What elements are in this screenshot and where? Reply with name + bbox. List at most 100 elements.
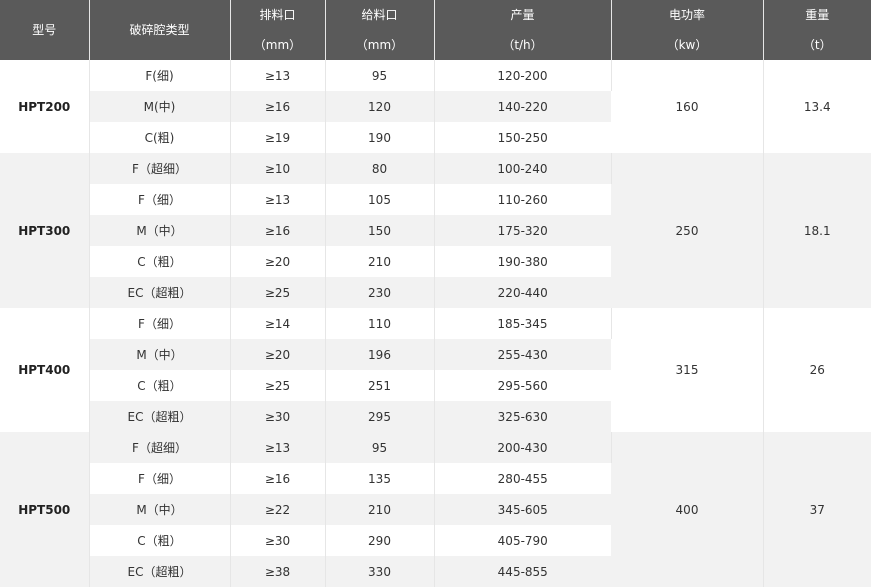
discharge-cell: ≥16: [230, 91, 326, 122]
header-weight-label: 重量: [805, 8, 830, 22]
power-cell: 400: [611, 432, 764, 587]
header-cavity-label: 破碎腔类型: [129, 23, 190, 37]
cavity-cell: EC（超粗）: [89, 556, 231, 587]
feed-cell: 295: [325, 401, 435, 432]
weight-cell: 26: [763, 308, 871, 432]
output-cell: 190-380: [434, 246, 611, 277]
discharge-cell: ≥20: [230, 246, 326, 277]
header-row: 型号 破碎腔类型 排料口 （mm） 给料口 （mm） 产量 （t/h） 电功率 …: [0, 0, 871, 60]
table-row: HPT200 F(细) ≥13 95 120-200 160 13.4: [0, 60, 871, 153]
cavity-cell: M(中): [89, 91, 231, 122]
cavity-cell: C（粗）: [89, 370, 231, 401]
output-cell: 175-320: [434, 215, 611, 246]
cavity-cell: F（细）: [89, 184, 231, 215]
weight-cell: 37: [763, 432, 871, 587]
header-discharge-unit: （mm）: [253, 38, 302, 52]
cavity-cell: EC（超粗）: [89, 277, 231, 308]
discharge-cell: ≥30: [230, 525, 326, 556]
cavity-cell: C（粗）: [89, 525, 231, 556]
power-cell: 250: [611, 153, 764, 308]
discharge-cell: ≥25: [230, 370, 326, 401]
table-row: C（粗） ≥30 290 405-790: [0, 525, 871, 556]
feed-cell: 210: [325, 246, 435, 277]
table-row: M（中） ≥20 196 255-430: [0, 339, 871, 370]
feed-cell: 251: [325, 370, 435, 401]
table-row: HPT400 F（细） ≥14 110 185-345 315 26: [0, 308, 871, 432]
output-cell: 100-240: [434, 153, 612, 184]
cavity-cell: M（中）: [89, 494, 231, 525]
model-cell: HPT200: [0, 60, 90, 153]
cavity-cell: F(细): [89, 60, 231, 91]
feed-cell: 190: [325, 122, 435, 153]
header-power-label: 电功率: [668, 8, 705, 22]
model-group-hpt500: HPT500 F（超细） ≥13 95 200-430 400 37 F（细） …: [0, 432, 871, 587]
model-group-hpt400: HPT400 F（细） ≥14 110 185-345 315 26 M（中） …: [0, 308, 871, 432]
model-group-hpt200: HPT200 F(细) ≥13 95 120-200 160 13.4 M(中)…: [0, 60, 871, 153]
header-model: 型号: [0, 0, 90, 60]
output-cell: 255-430: [434, 339, 611, 370]
header-power-unit: （kw）: [666, 38, 708, 52]
output-cell: 345-605: [434, 494, 611, 525]
cavity-cell: F（超细）: [89, 153, 231, 184]
discharge-cell: ≥22: [230, 494, 326, 525]
header-feed-unit: （mm）: [355, 38, 404, 52]
table-row: HPT300 F（超细） ≥10 80 100-240 250 18.1: [0, 153, 871, 308]
header-output: 产量 （t/h）: [434, 0, 612, 60]
feed-cell: 196: [325, 339, 435, 370]
table-row: C(粗) ≥19 190 150-250: [0, 122, 871, 153]
feed-cell: 150: [325, 215, 435, 246]
output-cell: 150-250: [434, 122, 611, 153]
discharge-cell: ≥19: [230, 122, 326, 153]
feed-cell: 110: [325, 308, 435, 339]
cavity-cell: M（中）: [89, 215, 231, 246]
table-row: F（细） ≥13 105 110-260: [0, 184, 871, 215]
model-group-hpt300: HPT300 F（超细） ≥10 80 100-240 250 18.1 F（细…: [0, 153, 871, 308]
model-cell: HPT400: [0, 308, 90, 432]
header-output-label: 产量: [510, 8, 535, 22]
table-row: M(中) ≥16 120 140-220: [0, 91, 871, 122]
header-cavity: 破碎腔类型: [89, 0, 231, 60]
discharge-cell: ≥16: [230, 215, 326, 246]
cavity-cell: F（细）: [89, 463, 231, 494]
cavity-cell: C（粗）: [89, 246, 231, 277]
output-cell: 405-790: [434, 525, 611, 556]
feed-cell: 210: [325, 494, 435, 525]
output-cell: 445-855: [434, 556, 611, 587]
output-cell: 295-560: [434, 370, 611, 401]
header-model-label: 型号: [32, 23, 57, 37]
output-cell: 220-440: [434, 277, 611, 308]
output-cell: 140-220: [434, 91, 611, 122]
discharge-cell: ≥16: [230, 463, 326, 494]
output-cell: 185-345: [434, 308, 612, 339]
output-cell: 200-430: [434, 432, 612, 463]
table-row: HPT500 F（超细） ≥13 95 200-430 400 37: [0, 432, 871, 587]
output-cell: 120-200: [434, 60, 612, 91]
discharge-cell: ≥10: [230, 153, 326, 184]
discharge-cell: ≥25: [230, 277, 326, 308]
cavity-cell: M（中）: [89, 339, 231, 370]
feed-cell: 95: [325, 432, 435, 463]
model-cell: HPT300: [0, 153, 90, 308]
feed-cell: 135: [325, 463, 435, 494]
discharge-cell: ≥13: [230, 184, 326, 215]
header-feed: 给料口 （mm）: [325, 0, 435, 60]
cavity-cell: EC（超粗）: [89, 401, 231, 432]
output-cell: 110-260: [434, 184, 611, 215]
discharge-cell: ≥14: [230, 308, 326, 339]
header-output-unit: （t/h）: [502, 38, 543, 52]
discharge-cell: ≥13: [230, 60, 326, 91]
header-discharge-label: 排料口: [259, 8, 296, 22]
table-row: EC（超粗） ≥38 330 445-855: [0, 556, 871, 587]
table-row: EC（超粗） ≥25 230 220-440: [0, 277, 871, 308]
feed-cell: 105: [325, 184, 435, 215]
cavity-cell: C(粗): [89, 122, 231, 153]
power-cell: 160: [611, 60, 764, 153]
output-cell: 325-630: [434, 401, 611, 432]
header-discharge: 排料口 （mm）: [230, 0, 326, 60]
discharge-cell: ≥38: [230, 556, 326, 587]
cavity-cell: F（超细）: [89, 432, 231, 463]
discharge-cell: ≥13: [230, 432, 326, 463]
header-feed-label: 给料口: [361, 8, 398, 22]
discharge-cell: ≥20: [230, 339, 326, 370]
table-row: M（中） ≥16 150 175-320: [0, 215, 871, 246]
